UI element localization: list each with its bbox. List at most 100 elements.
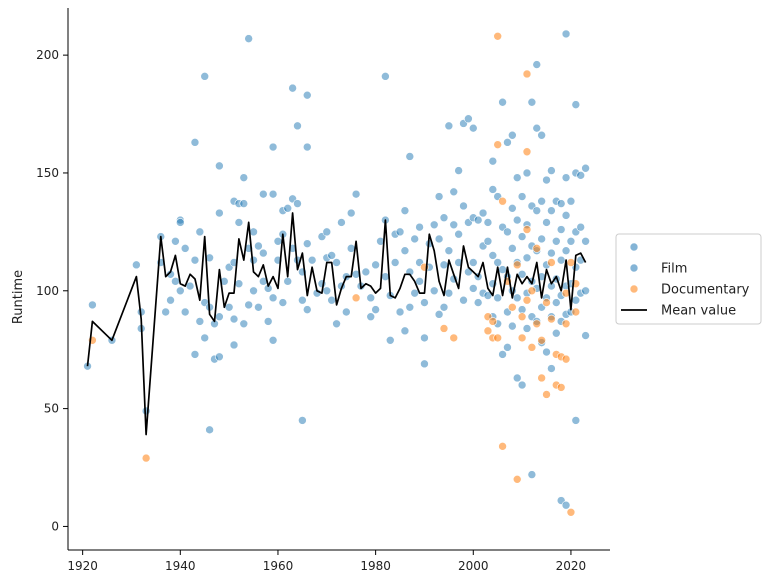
film-point — [268, 335, 278, 345]
documentary-point — [561, 319, 571, 329]
film-point — [215, 312, 224, 322]
documentary-point — [547, 258, 556, 267]
film-point — [234, 279, 244, 289]
film-point — [571, 295, 581, 305]
film-point — [434, 234, 444, 244]
film-point — [473, 298, 483, 307]
film-point — [547, 206, 556, 215]
film-point — [361, 267, 371, 277]
film-point — [410, 234, 419, 244]
film-point — [512, 215, 522, 225]
documentary-point — [537, 335, 546, 345]
mean-value-line-group — [86, 212, 587, 436]
film-point — [444, 121, 454, 131]
film-point — [166, 295, 175, 305]
film-point — [249, 255, 258, 265]
film-point — [200, 333, 210, 343]
film-point — [307, 255, 317, 265]
film-point — [249, 286, 258, 296]
film-point — [537, 130, 546, 140]
film-point — [561, 173, 571, 182]
documentary-point — [527, 286, 537, 296]
documentary-point — [512, 260, 522, 270]
film-point — [483, 236, 493, 246]
film-point — [551, 236, 561, 246]
legend-swatch-film — [629, 263, 639, 273]
film-point — [439, 302, 449, 312]
film-point — [302, 142, 312, 152]
film-point — [283, 204, 293, 213]
documentary-point — [512, 475, 522, 484]
film-point — [371, 260, 380, 270]
film-point — [547, 248, 556, 258]
y-tick-label: 200 — [36, 48, 59, 62]
film-point — [371, 305, 380, 314]
film-point — [88, 300, 97, 310]
documentary-point — [532, 244, 542, 253]
documentary-point — [542, 390, 551, 399]
film-point — [483, 218, 493, 227]
documentary-point — [547, 314, 556, 324]
film-point — [498, 265, 507, 274]
film-point — [498, 350, 507, 359]
film-point — [581, 236, 590, 246]
film-point — [508, 204, 517, 213]
film-point — [293, 121, 302, 131]
film-point — [468, 123, 478, 133]
x-tick-label: 2000 — [458, 559, 489, 573]
film-point — [571, 100, 581, 109]
film-point — [239, 173, 249, 182]
documentary-point — [542, 298, 551, 307]
documentary-point — [483, 326, 493, 336]
documentary-point — [517, 312, 527, 322]
documentary-point — [141, 453, 151, 463]
film-point — [302, 239, 312, 248]
film-points — [83, 29, 590, 510]
axes — [67, 8, 610, 551]
legend-swatch-blank — [629, 242, 639, 252]
film-point — [180, 244, 190, 253]
film-point — [268, 142, 278, 152]
film-point — [454, 229, 463, 239]
x-tick-label: 1920 — [67, 559, 98, 573]
film-point — [542, 218, 551, 227]
film-point — [561, 29, 571, 39]
film-point — [215, 161, 224, 171]
film-point — [478, 208, 488, 218]
film-point — [444, 246, 454, 256]
film-point — [249, 227, 258, 237]
documentary-point — [449, 333, 459, 343]
film-point — [268, 293, 278, 303]
film-point — [522, 324, 532, 333]
film-point — [381, 72, 390, 81]
film-point — [449, 220, 459, 230]
film-point — [385, 335, 395, 345]
film-point — [517, 380, 527, 390]
film-point — [415, 222, 424, 232]
film-point — [420, 298, 429, 307]
documentary-point — [556, 383, 566, 392]
legend-swatch-documentary — [629, 284, 639, 294]
documentary-point — [522, 225, 532, 234]
documentary-point — [532, 319, 542, 329]
film-point — [400, 246, 410, 256]
x-tick-label: 2020 — [556, 559, 587, 573]
film-point — [488, 251, 498, 260]
film-point — [278, 298, 288, 307]
film-point — [488, 156, 498, 166]
film-point — [522, 168, 532, 178]
film-point — [512, 373, 522, 383]
film-point — [512, 173, 522, 182]
film-point — [332, 258, 341, 267]
film-point — [581, 286, 590, 296]
film-point — [561, 211, 571, 220]
film-point — [551, 328, 561, 338]
documentary-point — [493, 31, 502, 41]
y-tick-label: 100 — [36, 284, 59, 298]
film-point — [566, 236, 576, 246]
film-point — [298, 416, 307, 425]
film-point — [537, 196, 546, 206]
film-point — [366, 312, 376, 322]
film-point — [132, 260, 141, 270]
film-point — [283, 277, 293, 286]
